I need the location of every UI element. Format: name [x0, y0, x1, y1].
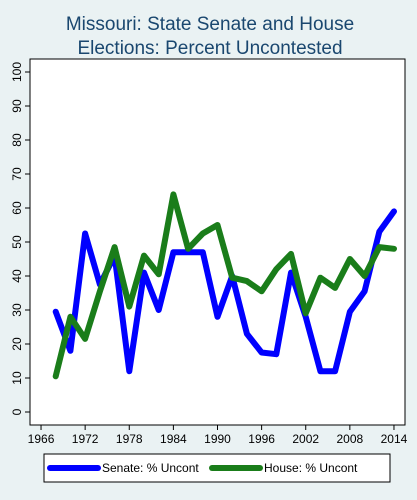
y-tick-label: 100 [10, 62, 24, 82]
x-tick-label: 1972 [72, 432, 99, 446]
x-tick-label: 1978 [116, 432, 143, 446]
chart-title-line-2: Elections: Percent Uncontested [77, 38, 342, 59]
y-tick-label: 50 [10, 235, 24, 249]
legend-label-senate: Senate: % Uncont [102, 461, 199, 475]
y-axis: 0 10 20 30 40 50 60 70 80 90 100 [10, 62, 30, 415]
plot-area [29, 58, 406, 426]
y-tick-label: 30 [10, 303, 24, 317]
y-tick-label: 40 [10, 269, 24, 283]
y-tick-label: 60 [10, 201, 24, 215]
x-tick-label: 2002 [292, 432, 319, 446]
series-line-house [52, 191, 397, 380]
x-tick-label: 1996 [248, 432, 275, 446]
x-tick-label: 1984 [160, 432, 187, 446]
x-axis: 1966 1972 1978 1984 1990 1996 2002 2008 2014 [28, 425, 408, 446]
y-tick-label: 70 [10, 167, 24, 181]
series-layer [52, 191, 397, 380]
y-tick-label: 90 [10, 99, 24, 113]
x-tick-label: 1990 [204, 432, 231, 446]
y-tick-label: 20 [10, 337, 24, 351]
legend: Senate: % Uncont House: % Uncont [43, 453, 391, 483]
x-tick-label: 2008 [337, 432, 364, 446]
y-tick-label: 80 [10, 133, 24, 147]
x-tick-label: 2014 [381, 432, 408, 446]
y-tick-label: 0 [10, 408, 24, 415]
legend-label-house: House: % Uncont [264, 461, 358, 475]
y-tick-label: 10 [10, 371, 24, 385]
x-tick-label: 1966 [28, 432, 55, 446]
chart-title-line-1: Missouri: State Senate and House [66, 14, 354, 35]
